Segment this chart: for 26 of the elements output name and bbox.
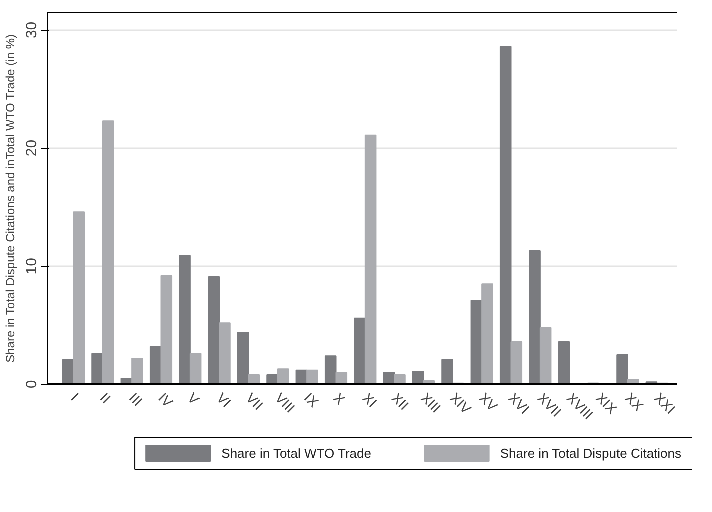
y-tick-label: 10: [24, 258, 40, 275]
x-tick-label: XII: [388, 390, 412, 414]
y-axis-title: Share in Total Dispute Citations and inTotal WTO Trade (in %): [4, 34, 18, 363]
x-tick-label: XIV: [447, 390, 475, 418]
x-tick-label: VI: [214, 390, 235, 411]
x-tick-label: III: [126, 390, 146, 410]
x-tick-label: XVI: [506, 390, 533, 418]
x-tick-label: XIII: [418, 390, 444, 416]
x-tick-label: VII: [243, 390, 267, 414]
x-tick-label: XIX: [593, 390, 621, 418]
x-tick-label: V: [184, 390, 204, 408]
x-tick-label: IV: [156, 390, 177, 411]
x-tick-label: X: [330, 390, 349, 408]
legend-label: Share in Total WTO Trade: [222, 446, 372, 461]
y-tick-label: 0: [24, 380, 40, 389]
x-tick-label: IX: [301, 390, 323, 411]
x-tick-label: VIII: [272, 390, 298, 416]
x-tick-label: XX: [622, 390, 648, 415]
y-tick-label: 20: [24, 140, 40, 157]
x-tick-label: XI: [360, 390, 380, 411]
y-tick-label: 30: [24, 22, 40, 39]
x-tick-label: XV: [476, 390, 502, 415]
x-tick-label: II: [97, 390, 114, 407]
legend-label: Share in Total Dispute Citations: [500, 446, 682, 461]
x-tick-label: XXI: [651, 390, 679, 418]
x-tick-label: I: [68, 390, 82, 404]
